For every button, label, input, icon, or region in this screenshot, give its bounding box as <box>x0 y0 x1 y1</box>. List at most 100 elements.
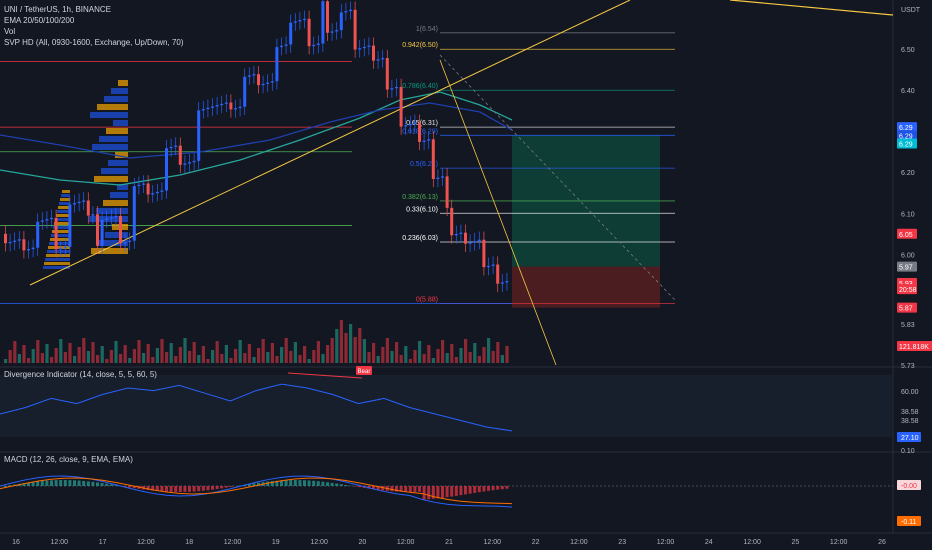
volume-bar <box>132 349 136 363</box>
volume-profile-bar <box>111 88 128 94</box>
macd-histogram-bar <box>376 486 380 490</box>
volume-bar <box>487 338 491 363</box>
volume-bar <box>86 351 90 363</box>
volume-bar <box>215 341 219 363</box>
volume-bar <box>339 320 343 363</box>
price-badge-text: 121.818K <box>899 344 929 351</box>
volume-profile-bar <box>57 210 70 213</box>
volume-bar <box>330 338 334 363</box>
macd-histogram-bar <box>491 486 495 491</box>
macd-histogram-bar <box>224 486 228 488</box>
volume-profile-bar <box>92 144 128 150</box>
macd-histogram-bar <box>270 481 274 486</box>
macd-legend[interactable]: MACD (12, 26, close, 9, EMA, EMA) <box>4 455 133 464</box>
volume-profile-bar <box>48 246 70 249</box>
macd-histogram-bar <box>27 482 30 486</box>
trendline <box>729 0 894 16</box>
candle-body <box>13 240 17 242</box>
divergence-legend[interactable]: Divergence Indicator (14, close, 5, 5, 6… <box>4 370 157 379</box>
candle-body <box>335 30 339 32</box>
macd-histogram-bar <box>31 481 35 486</box>
ema-legend[interactable]: EMA 20/50/100/200 <box>4 16 75 25</box>
candle-body <box>151 193 155 195</box>
candle-body <box>105 218 109 220</box>
price-badge-text: 5.87 <box>899 306 913 313</box>
candle-body <box>459 232 463 234</box>
volume-profile-bar <box>52 230 70 233</box>
volume-bar <box>220 354 224 363</box>
macd-histogram-bar <box>468 486 472 494</box>
fib-label: 0.382(6.13) <box>402 194 438 201</box>
price-tick: 6.10 <box>901 211 915 218</box>
candle-body <box>243 76 247 107</box>
candle-body <box>404 125 408 127</box>
macd-histogram-bar <box>293 480 297 486</box>
volume-bar <box>96 355 100 363</box>
macd-histogram-bar <box>381 486 385 491</box>
fib-label: 0.236(6.03) <box>402 235 438 242</box>
candle-body <box>132 186 136 241</box>
volume-profile-bar <box>108 160 128 166</box>
volume-bar <box>312 350 316 363</box>
volume-bar <box>284 338 288 363</box>
macd-histogram-bar <box>45 480 49 486</box>
candle-body <box>487 265 490 268</box>
signal-line <box>0 477 513 505</box>
volume-bar <box>500 355 504 363</box>
volume-bar <box>496 342 500 363</box>
time-tick: 12:00 <box>657 539 675 546</box>
chart-legend: UNI / TetherUS, 1h, BINANCE EMA 20/50/10… <box>4 4 184 48</box>
macd-histogram-bar <box>165 486 168 492</box>
time-tick: 12:00 <box>484 539 502 546</box>
svp-legend[interactable]: SVP HD (All, 0930-1600, Exchange, Up/Dow… <box>4 38 184 47</box>
candle-body <box>206 107 210 110</box>
volume-profile-bar <box>96 208 128 214</box>
candle-body <box>59 248 63 250</box>
volume-profile-bar <box>55 218 70 221</box>
candle-body <box>82 200 86 202</box>
volume-bar <box>100 346 104 363</box>
candle-body <box>500 282 504 284</box>
time-tick: 23 <box>618 539 626 546</box>
candle-body <box>197 110 201 161</box>
volume-bar <box>155 348 159 363</box>
macd-histogram-bar <box>206 486 210 491</box>
volume-bar <box>40 353 44 363</box>
candle-body <box>298 20 302 22</box>
macd-histogram-bar <box>418 486 421 492</box>
trendline <box>439 59 557 366</box>
candle-body <box>146 183 150 195</box>
price-badge-text: 5.97 <box>899 265 913 272</box>
volume-bar <box>321 354 325 363</box>
vol-legend[interactable]: Vol <box>4 27 16 36</box>
macd-histogram-bar <box>298 480 302 486</box>
price-tick: 6.20 <box>901 170 915 177</box>
macd-histogram-bar <box>257 482 260 486</box>
macd-histogram-bar <box>188 486 191 492</box>
candle-body <box>96 214 99 246</box>
candle-body <box>40 220 44 222</box>
volume-bar <box>243 353 247 363</box>
price-badge <box>897 130 917 141</box>
volume-bar <box>169 343 173 363</box>
macd-histogram-bar <box>321 481 325 486</box>
volume-bar <box>59 339 63 363</box>
macd-badge <box>897 480 921 490</box>
candle-body <box>367 45 371 47</box>
fib-label: 0.65(6.31) <box>406 120 438 127</box>
candle-body <box>454 233 458 236</box>
candle-body <box>119 215 122 244</box>
time-tick: 25 <box>792 539 800 546</box>
candle-body <box>321 1 325 44</box>
symbol-title[interactable]: UNI / TetherUS, 1h, BINANCE <box>4 5 111 14</box>
macd-histogram-bar <box>413 486 417 492</box>
candle-body <box>50 217 53 220</box>
candle-body <box>8 241 12 244</box>
volume-bar <box>298 355 302 363</box>
candle-body <box>183 163 187 165</box>
divergence-tick: 27.10 <box>901 435 919 442</box>
volume-bar <box>119 354 123 363</box>
candle-body <box>464 232 467 244</box>
